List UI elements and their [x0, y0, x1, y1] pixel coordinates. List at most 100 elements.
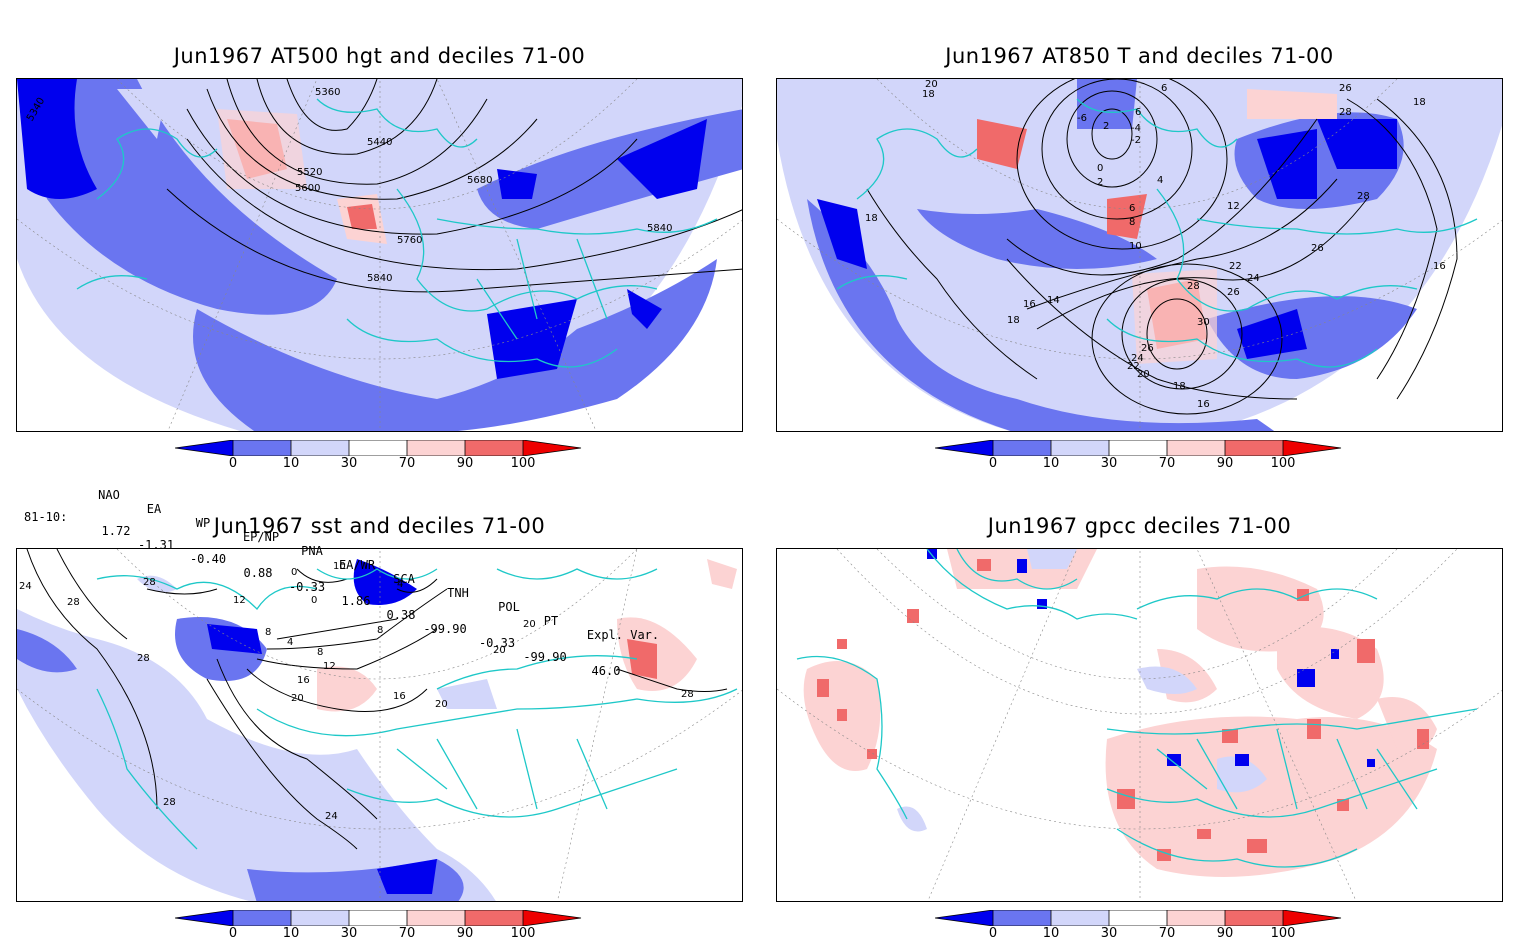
contour-label: 16	[1433, 261, 1446, 272]
index-value: 1.86	[341, 594, 371, 608]
contour-label: 5840	[367, 273, 392, 284]
contour-label: 8	[317, 647, 323, 658]
index-header: PT	[543, 614, 559, 628]
colorbar-label: 100	[510, 456, 536, 471]
colorbar-label: 70	[398, 456, 416, 471]
colorbar-gpcc: 0 10 30 70 90 100	[934, 909, 1355, 950]
colorbar-label: 30	[340, 926, 358, 941]
colorbar-sst: 0 10 30 70 90 100	[174, 909, 595, 950]
map-sst: 24 28 28 28 0 10 4 0 12 8 8 4 8 12 16 20…	[16, 548, 743, 902]
index-value: 0.38	[386, 608, 416, 622]
map-gpcc	[776, 548, 1503, 902]
contour-label: 28	[681, 689, 694, 700]
contour-label: 20	[1137, 369, 1150, 380]
index-header: EA/WR	[338, 558, 376, 572]
contour-label: 20	[291, 693, 304, 704]
colorbar-label: 30	[1100, 456, 1118, 471]
contour-label: 5520	[297, 167, 322, 178]
contour-label: 8	[1129, 217, 1135, 228]
contour-label: 4	[397, 579, 403, 590]
colorbar-label: 90	[1216, 456, 1234, 471]
contour-label: 0	[311, 595, 317, 606]
contour-label: 24	[1131, 353, 1144, 364]
contour-label: 18	[865, 213, 878, 224]
contour-label: 5360	[315, 87, 340, 98]
contour-label: 24	[325, 811, 338, 822]
colorbar-hgt500: 0 10 30 70 90 100	[174, 439, 595, 480]
contour-label: 26	[1141, 343, 1154, 354]
index-header: SCA	[393, 572, 415, 586]
colorbar-label: 0	[988, 456, 998, 471]
contour-label: 18	[1413, 97, 1426, 108]
index-value: 1.72	[101, 524, 131, 538]
contour-label: 5440	[367, 137, 392, 148]
contour-label: 10	[333, 561, 346, 572]
contour-label: 28	[67, 597, 80, 608]
index-row-label: 81-10:	[24, 510, 68, 524]
index-value: -99.90	[423, 622, 467, 636]
index-header: NAO	[98, 488, 120, 502]
colorbar-t850-svg	[934, 439, 1342, 457]
contour-label: 20	[493, 645, 506, 656]
colorbar-label: 0	[988, 926, 998, 941]
contour-label: 22	[1229, 261, 1242, 272]
colorbar-label: 70	[398, 926, 416, 941]
contour-label: 10	[1129, 241, 1142, 252]
colorbar-label: 70	[1158, 926, 1176, 941]
contour-label: 8	[377, 625, 383, 636]
index-value: -0.33	[288, 580, 326, 594]
contour-label: 28	[1339, 107, 1352, 118]
contour-label: 6	[1161, 83, 1167, 94]
panel-title-t850: Jun1967 AT850 T and deciles 71-00	[945, 44, 1334, 68]
contour-label: 16	[297, 675, 310, 686]
index-header: EP/NP	[242, 530, 280, 544]
index-header-row: NAO EA WP EP/NP PNA EA/WR SCA TNH POL PT…	[0, 474, 700, 642]
map-t850-svg: 20 18 6 6 2 -6 -4 -2 0 26 28 18 2 4 6 8 …	[777, 79, 1502, 431]
colorbar-label: 10	[282, 926, 300, 941]
colorbar-label: 90	[1216, 926, 1234, 941]
contour-label: 14	[1047, 295, 1060, 306]
map-sst-svg: 24 28 28 28 0 10 4 0 12 8 8 4 8 12 16 20…	[17, 549, 742, 901]
index-value: -99.90	[523, 650, 567, 664]
index-header: PNA	[301, 544, 323, 558]
contour-label: 4	[1157, 175, 1163, 186]
index-header: Expl. Var.	[586, 628, 660, 642]
contour-label: 0	[291, 567, 297, 578]
contour-label: 2	[1097, 177, 1103, 188]
colorbar-label: 100	[1270, 456, 1296, 471]
panel-title-hgt500: Jun1967 AT500 hgt and deciles 71-00	[173, 44, 586, 68]
colorbar-label: 30	[1100, 926, 1118, 941]
colorbar-label: 70	[1158, 456, 1176, 471]
contour-label: 28	[137, 653, 150, 664]
contour-label: 28	[143, 577, 156, 588]
panel-title-sst: Jun1967 sst and deciles 71-00	[213, 514, 546, 538]
index-value: 0.88	[243, 566, 273, 580]
index-table: NAO EA WP EP/NP PNA EA/WR SCA TNH POL PT…	[0, 474, 700, 678]
colorbar-label: 0	[228, 926, 238, 941]
contour-label: 20	[925, 79, 938, 90]
colorbar-label: 90	[456, 926, 474, 941]
contour-label: 20	[435, 699, 448, 710]
contour-label: 5760	[397, 235, 422, 246]
contour-label: 18	[1007, 315, 1020, 326]
index-value: -0.40	[189, 552, 227, 566]
contour-label: 2	[1103, 121, 1109, 132]
index-header: TNH	[447, 586, 469, 600]
colorbar-label: 0	[228, 456, 238, 471]
contour-label: -4	[1131, 123, 1141, 134]
contour-label: 16	[393, 691, 406, 702]
colorbar-label: 100	[510, 926, 536, 941]
map-t850: 20 18 6 6 2 -6 -4 -2 0 26 28 18 2 4 6 8 …	[776, 78, 1503, 432]
contour-label: 5840	[647, 223, 672, 234]
colorbar-label: 30	[340, 456, 358, 471]
map-hgt500-svg: 5360 5440 5520 5600 5680 5760 5840 5840 …	[17, 79, 742, 431]
contour-label: 16	[1197, 399, 1210, 410]
index-value-row: 81-10: 1.72 -1.31 -0.40 0.88 -0.33 1.86 …	[0, 496, 700, 678]
colorbar-hgt500-svg	[174, 439, 582, 457]
panel-title-gpcc: Jun1967 gpcc deciles 71-00	[987, 514, 1292, 538]
index-header: EA	[146, 502, 162, 516]
colorbar-gpcc-svg	[934, 909, 1342, 927]
contour-label: 28	[163, 797, 176, 808]
contour-label: 4	[287, 637, 293, 648]
colorbar-label: 10	[1042, 456, 1060, 471]
